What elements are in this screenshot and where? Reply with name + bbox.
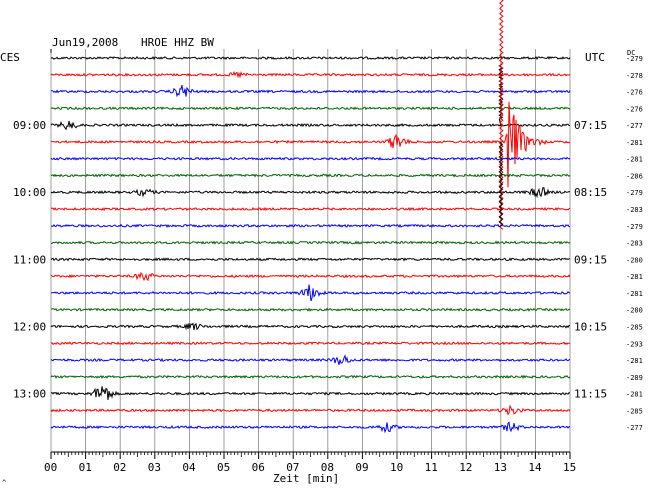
dc-offset-label: -276 <box>626 105 643 113</box>
dc-offset-label: -281 <box>626 139 643 147</box>
seismic-trace <box>50 173 571 178</box>
x-tick-label: 13 <box>494 461 507 474</box>
dc-offset-label: -277 <box>626 122 643 130</box>
dc-offset-label: -285 <box>626 323 643 331</box>
right-time-label: 07:15 <box>574 119 607 132</box>
x-tick-label: 05 <box>217 461 230 474</box>
seismic-trace <box>51 84 571 98</box>
seismic-trace <box>50 374 571 380</box>
dc-offset-label: -283 <box>626 206 643 214</box>
main-event-spike <box>498 141 504 228</box>
left-time-label: 12:00 <box>13 320 46 333</box>
seismic-trace <box>50 240 571 245</box>
x-tick-label: 03 <box>148 461 161 474</box>
dc-offset-label: -279 <box>626 189 643 197</box>
seismic-trace <box>50 284 571 302</box>
x-tick-label: 06 <box>252 461 265 474</box>
dc-offset-label: -293 <box>626 340 643 348</box>
dc-offset-label: -276 <box>626 89 643 97</box>
seismic-trace <box>50 386 571 400</box>
dc-offset-label: -280 <box>626 307 643 315</box>
x-tick-label: 11 <box>425 461 438 474</box>
x-tick-label: 14 <box>528 461 542 474</box>
dc-offset-label: -286 <box>626 172 643 180</box>
left-time-label: 09:00 <box>13 119 46 132</box>
x-tick-label: 12 <box>459 461 472 474</box>
dc-offset-label: -281 <box>626 273 643 281</box>
dc-offset-label: -280 <box>626 256 643 264</box>
right-time-label: 10:15 <box>574 320 607 333</box>
seismic-trace <box>50 404 571 416</box>
x-tick-label: 07 <box>286 461 299 474</box>
seismic-trace <box>50 272 571 282</box>
x-tick-label: 01 <box>79 461 92 474</box>
right-time-label: 11:15 <box>574 388 607 401</box>
seismic-trace <box>50 421 571 434</box>
x-tick-label: 08 <box>321 461 334 474</box>
seismic-trace <box>50 70 571 79</box>
seismic-trace <box>50 341 571 346</box>
seismic-trace <box>50 120 570 131</box>
x-axis-ticks: 00 01 02 03 04 05 06 07 08 09 10 11 12 13 14 15 <box>44 452 576 474</box>
x-axis-title: Zeit [min] <box>273 472 339 485</box>
dc-offset-label: -289 <box>626 374 643 382</box>
date-label: Jun19,2008 <box>52 36 118 49</box>
seismic-trace <box>50 354 571 365</box>
seismic-trace <box>50 101 571 188</box>
seismic-trace <box>50 156 571 161</box>
seismic-trace <box>50 307 571 312</box>
left-timezone-label: CES <box>0 51 20 64</box>
dc-offset-label: -281 <box>626 156 643 164</box>
right-time-label: 08:15 <box>574 186 607 199</box>
seismic-trace <box>50 257 571 262</box>
dc-offset-label: -281 <box>626 391 643 399</box>
seismic-trace <box>50 223 571 228</box>
corner-mark: ^ <box>2 479 6 487</box>
x-tick-label: 00 <box>44 461 57 474</box>
chart-labels: -279 -278 -276 -276 -277 -281 -281 -286 -279 -283… <box>13 55 643 432</box>
dc-offset-label: -283 <box>626 240 643 248</box>
station-label: HROE HHZ BW <box>141 36 214 49</box>
x-tick-label: 04 <box>182 461 196 474</box>
right-timezone-label: UTC <box>585 51 605 64</box>
dc-offset-label: -277 <box>626 424 643 432</box>
seismic-trace <box>50 206 571 212</box>
left-time-label: 11:00 <box>13 253 46 266</box>
dc-offset-label: -279 <box>626 55 643 63</box>
x-tick-label: 02 <box>113 461 126 474</box>
main-event-spike <box>498 63 504 126</box>
dc-offset-label: -285 <box>626 407 643 415</box>
x-tick-label: 15 <box>563 461 576 474</box>
dc-offset-label: -281 <box>626 357 643 365</box>
seismic-trace <box>50 55 571 61</box>
left-time-label: 10:00 <box>13 186 46 199</box>
dc-offset-label: -278 <box>626 72 643 80</box>
seismic-trace <box>50 106 571 111</box>
right-time-label: 09:15 <box>574 253 607 266</box>
left-time-label: 13:00 <box>13 388 46 401</box>
seismic-trace <box>50 186 571 199</box>
dc-offset-label: -281 <box>626 290 643 298</box>
dc-header-label: DC <box>627 49 635 57</box>
x-tick-label: 09 <box>355 461 368 474</box>
dc-offset-label: -279 <box>626 223 643 231</box>
seismic-traces <box>50 0 571 434</box>
seismic-trace <box>50 322 571 331</box>
x-tick-label: 10 <box>390 461 403 474</box>
